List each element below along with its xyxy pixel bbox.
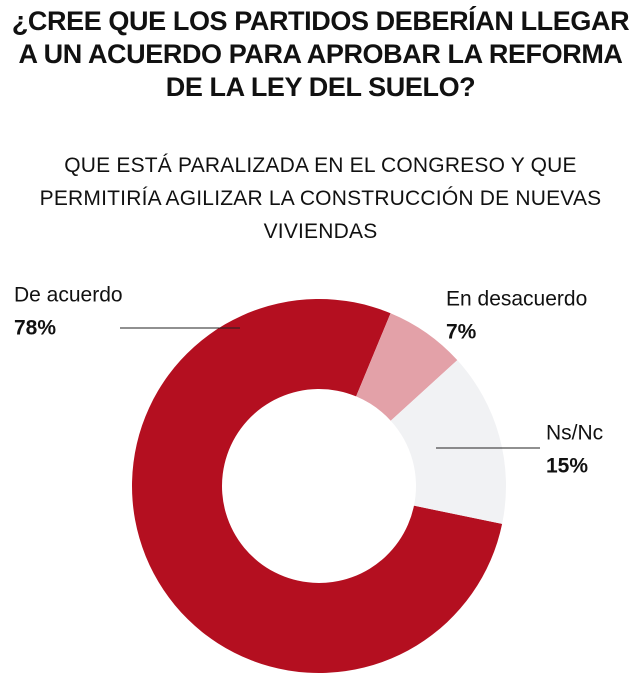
donut-segment [132,299,503,673]
value-label: 15% [546,455,588,478]
category-label: De acuerdo [14,284,123,307]
chart-title: ¿CREE QUE LOS PARTIDOS DEBERÍAN LLEGAR A… [11,6,630,102]
donut-segment [356,313,458,421]
value-label: 78% [14,317,56,340]
category-label: Ns/Nc [546,422,603,445]
chart-subtitle: QUE ESTÁ PARALIZADA EN EL CONGRESO Y QUE… [39,154,602,243]
donut-segment [390,360,506,524]
value-label: 7% [446,321,477,344]
category-label: En desacuerdo [446,288,587,311]
